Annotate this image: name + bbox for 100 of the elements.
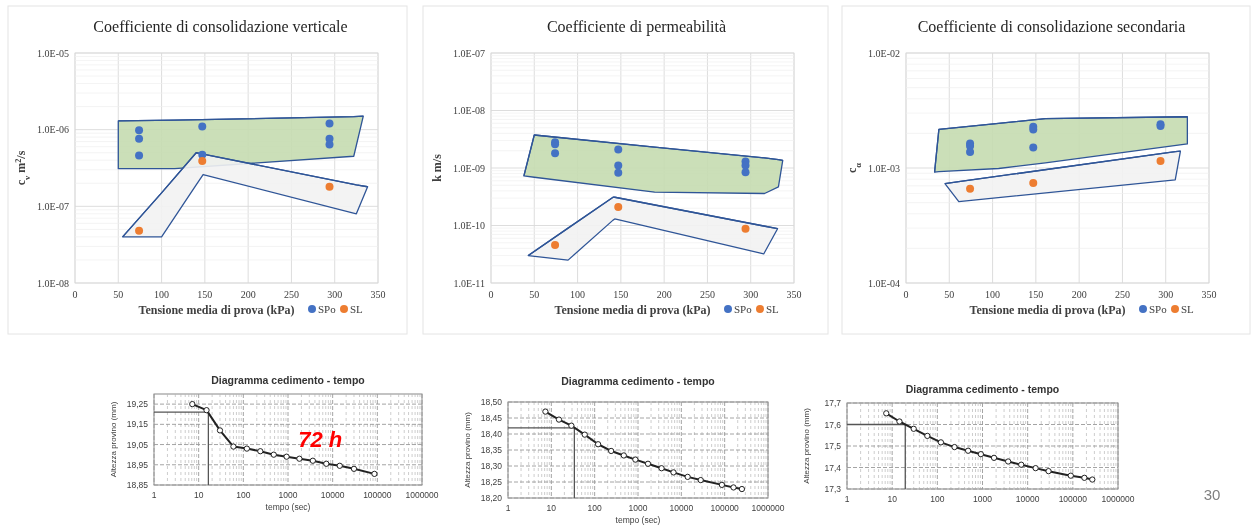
x-tick-label: 50 bbox=[113, 289, 124, 300]
point bbox=[325, 140, 334, 149]
x-tick-label: 250 bbox=[1114, 289, 1130, 300]
x-tick-label: 100000 bbox=[1058, 494, 1088, 504]
point bbox=[296, 455, 303, 462]
x-tick-label: 10000 bbox=[669, 503, 694, 513]
point bbox=[198, 157, 207, 166]
x-tick-label: 100 bbox=[236, 490, 251, 500]
x-tick-label: 200 bbox=[1071, 289, 1087, 300]
y-tick-label: 19,15 bbox=[126, 419, 149, 430]
point bbox=[658, 465, 665, 472]
point bbox=[632, 456, 639, 463]
point bbox=[350, 465, 358, 472]
y-tick-label: 1.0E-06 bbox=[37, 124, 69, 136]
x-axis-title: tempo (sec) bbox=[265, 502, 311, 512]
point bbox=[990, 454, 998, 461]
x-axis-title: Tensione media di prova (kPa) bbox=[554, 303, 711, 317]
y-axis-title: Altezza provino (mm) bbox=[109, 401, 118, 478]
y-tick-label: 18,50 bbox=[480, 397, 503, 407]
point bbox=[283, 453, 290, 460]
text: 30 bbox=[1203, 485, 1221, 503]
y-tick-label: 1.0E-08 bbox=[37, 277, 69, 289]
y-tick-label: 1.0E-02 bbox=[868, 47, 900, 59]
point bbox=[135, 226, 144, 235]
x-tick-label: 50 bbox=[944, 289, 955, 300]
point bbox=[910, 425, 917, 432]
legend-label: SL bbox=[766, 303, 780, 315]
chart-title: Coefficiente di consolidazione secondaria bbox=[917, 18, 1186, 35]
y-tick-label: 1.0E-11 bbox=[453, 277, 485, 289]
y-tick-label: 17,4 bbox=[824, 462, 842, 473]
y-tick-label: 18,85 bbox=[126, 480, 149, 490]
x-tick-label: 350 bbox=[370, 289, 386, 300]
chart-title: Coefficiente di permeabilità bbox=[546, 18, 727, 36]
x-tick-label: 250 bbox=[283, 289, 299, 300]
y-tick-label: 18,25 bbox=[480, 477, 503, 487]
point bbox=[542, 408, 549, 415]
y-tick-label: 19,25 bbox=[126, 399, 149, 410]
y-axis-title: k m/s bbox=[430, 153, 444, 182]
x-tick-label: 350 bbox=[786, 289, 802, 300]
point bbox=[594, 441, 602, 448]
y-tick-label: 1.0E-10 bbox=[453, 220, 485, 231]
y-tick-label: 1.0E-05 bbox=[37, 47, 69, 59]
x-tick-label: 1000000 bbox=[1101, 494, 1135, 504]
x-tick-label: 0 bbox=[72, 289, 78, 300]
legend-label: SPo bbox=[734, 303, 753, 315]
legend-label: SL bbox=[1181, 303, 1195, 315]
point bbox=[614, 202, 623, 211]
y-tick-label: 1.0E-04 bbox=[868, 277, 900, 289]
x-axis-title: tempo (sec) bbox=[615, 515, 661, 525]
point bbox=[189, 400, 196, 408]
y-tick-label: 1.0E-07 bbox=[37, 200, 69, 212]
x-tick-label: 200 bbox=[240, 289, 256, 300]
x-tick-label: 150 bbox=[197, 289, 213, 300]
point bbox=[644, 460, 652, 467]
y-tick-label: 18,45 bbox=[480, 413, 503, 423]
legend-label: SL bbox=[350, 303, 364, 315]
chart-title: Coefficiente di consolidazione verticale bbox=[93, 18, 348, 35]
point bbox=[1018, 461, 1025, 468]
y-tick-label: 1.0E-07 bbox=[453, 47, 485, 59]
x-tick-label: 100000 bbox=[363, 490, 392, 500]
point bbox=[551, 149, 560, 158]
y-tick-label: 17,3 bbox=[824, 484, 842, 494]
y-tick-label: 1.0E-08 bbox=[453, 105, 485, 116]
x-tick-label: 1000 bbox=[278, 490, 298, 500]
point bbox=[135, 126, 144, 135]
point bbox=[325, 182, 334, 191]
point bbox=[1005, 458, 1012, 465]
y-tick-label: 18,30 bbox=[480, 461, 503, 471]
chart-title: Diagramma cedimento - tempo bbox=[211, 374, 365, 386]
x-tick-label: 100 bbox=[930, 494, 945, 504]
point bbox=[1029, 179, 1038, 188]
x-tick-label: 1 bbox=[844, 494, 850, 504]
y-axis-title: Altezza provino (mm) bbox=[463, 411, 472, 488]
y-tick-label: 1.0E-09 bbox=[453, 162, 485, 174]
x-tick-label: 150 bbox=[1028, 289, 1044, 300]
point bbox=[568, 422, 575, 429]
point bbox=[964, 447, 972, 454]
x-tick-label: 0 bbox=[488, 289, 494, 300]
x-tick-label: 0 bbox=[903, 289, 909, 300]
point bbox=[614, 161, 623, 170]
point bbox=[883, 410, 890, 417]
x-tick-label: 100 bbox=[154, 289, 170, 300]
point bbox=[741, 168, 750, 177]
legend-label: SPo bbox=[318, 303, 337, 315]
annotation: 72 h bbox=[298, 427, 343, 452]
x-tick-label: 10 bbox=[546, 503, 557, 513]
x-tick-label: 1000 bbox=[973, 494, 993, 504]
point bbox=[555, 416, 563, 423]
point bbox=[336, 462, 343, 469]
point bbox=[741, 224, 750, 233]
y-tick-label: 18,40 bbox=[480, 429, 503, 439]
point bbox=[1032, 465, 1039, 472]
chart-title: Diagramma cedimento - tempo bbox=[905, 383, 1060, 395]
x-tick-label: 1 bbox=[151, 490, 157, 500]
chart-title: Diagramma cedimento - tempo bbox=[561, 375, 715, 387]
y-tick-label: 17,6 bbox=[824, 419, 842, 430]
x-tick-label: 150 bbox=[613, 289, 629, 300]
point bbox=[966, 184, 975, 193]
x-tick-label: 100 bbox=[985, 289, 1001, 300]
x-tick-label: 1000000 bbox=[405, 490, 439, 500]
